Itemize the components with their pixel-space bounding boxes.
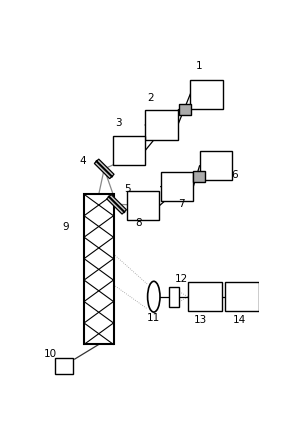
Bar xyxy=(179,104,191,115)
Ellipse shape xyxy=(147,281,160,312)
Bar xyxy=(200,151,232,181)
Bar xyxy=(225,282,259,311)
Bar xyxy=(168,287,179,307)
Text: 14: 14 xyxy=(232,315,246,325)
Text: 4: 4 xyxy=(79,156,86,166)
Text: 12: 12 xyxy=(175,274,188,284)
Bar xyxy=(188,282,222,311)
Text: 7: 7 xyxy=(178,199,185,209)
Bar xyxy=(127,191,159,220)
Bar xyxy=(161,172,193,201)
Text: 9: 9 xyxy=(62,222,69,232)
Bar xyxy=(113,136,145,165)
Polygon shape xyxy=(94,159,114,179)
Text: 11: 11 xyxy=(147,313,160,323)
Text: 10: 10 xyxy=(43,349,56,359)
Bar xyxy=(145,110,178,140)
Text: 1: 1 xyxy=(196,61,202,71)
Text: 13: 13 xyxy=(194,315,207,325)
Text: 3: 3 xyxy=(115,118,122,128)
Text: 2: 2 xyxy=(147,93,154,103)
Bar xyxy=(190,79,223,109)
Text: 5: 5 xyxy=(124,184,131,194)
Text: 8: 8 xyxy=(135,218,142,228)
Bar xyxy=(193,171,205,182)
Bar xyxy=(55,358,73,375)
Bar xyxy=(84,194,113,344)
Polygon shape xyxy=(107,194,126,214)
Text: 6: 6 xyxy=(231,170,238,180)
